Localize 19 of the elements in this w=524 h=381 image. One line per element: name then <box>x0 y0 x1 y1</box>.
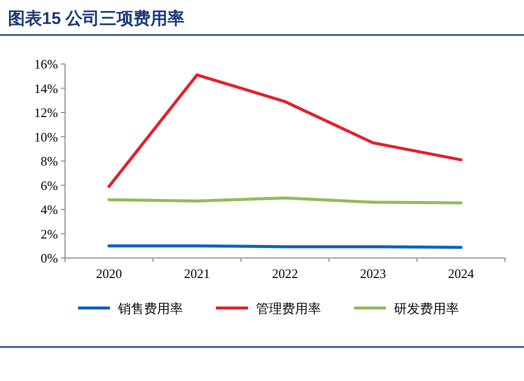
legend-label: 管理费用率 <box>256 301 321 316</box>
x-tick-label: 2024 <box>448 266 474 281</box>
x-tick-label: 2023 <box>360 266 386 281</box>
y-tick-label: 4% <box>40 202 58 217</box>
y-tick-label: 14% <box>34 80 58 96</box>
chart-title: 图表15 公司三项费用率 <box>8 9 185 28</box>
legend-label: 研发费用率 <box>394 301 459 316</box>
legend-label: 销售费用率 <box>117 301 183 316</box>
y-tick-label: 12% <box>34 105 58 120</box>
y-tick-label: 10% <box>34 129 58 144</box>
y-tick-label: 0% <box>40 250 58 266</box>
line-series <box>108 73 462 188</box>
y-tick-label: 6% <box>40 178 58 193</box>
y-tick-label: 16% <box>34 56 58 72</box>
y-tick-label: 2% <box>40 226 58 242</box>
x-tick-label: 2020 <box>96 266 122 281</box>
y-tick-label: 8% <box>40 154 58 168</box>
x-tick-label: 2022 <box>272 266 298 281</box>
x-tick-label: 2021 <box>184 266 210 281</box>
